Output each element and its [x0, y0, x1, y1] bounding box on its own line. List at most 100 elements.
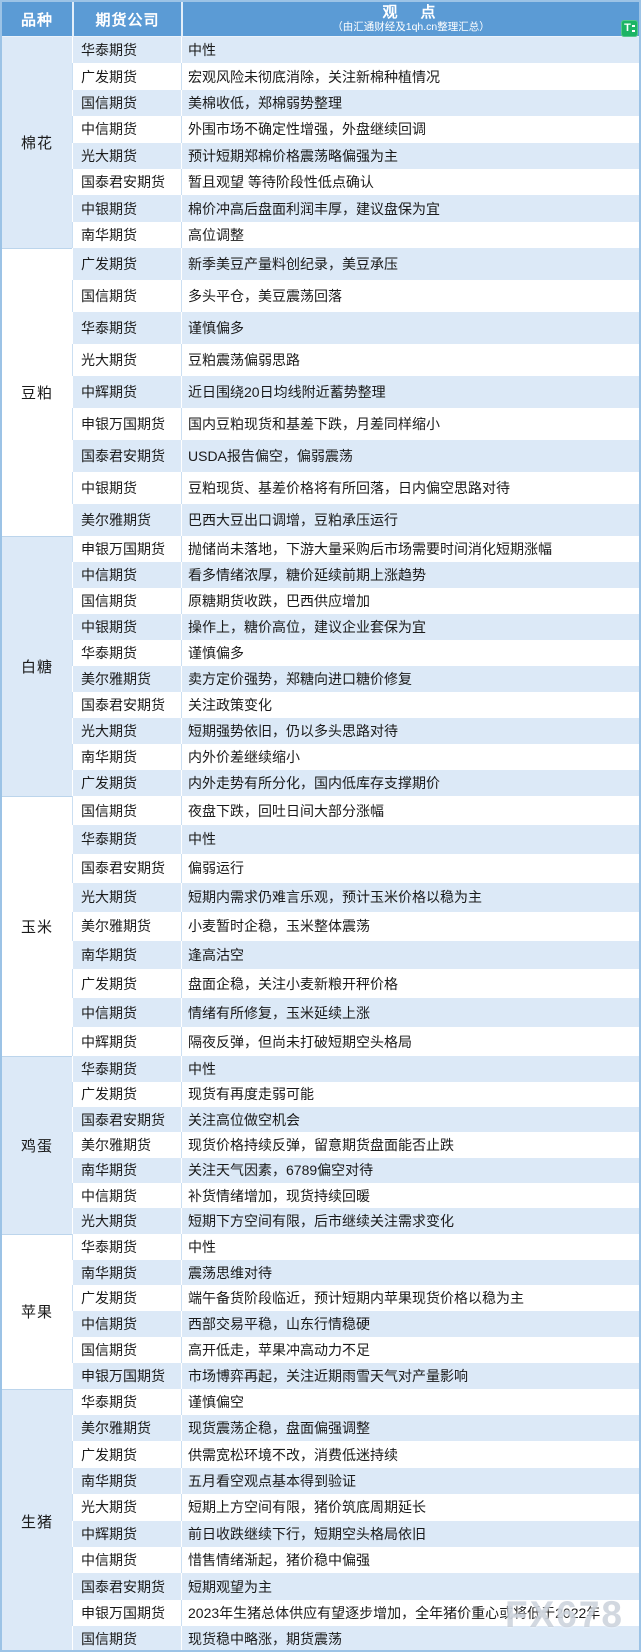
section-rows: 华泰期货 中性 南华期货 震荡思维对待 广发期货 端午备货阶段临近，预计短期内苹果现货价格…	[72, 1233, 639, 1389]
header-company: 期货公司	[72, 2, 181, 36]
section-rows: 华泰期货 中性 广发期货 宏观风险未彻底消除，关注新棉种植情况 国信期货 美棉收低，郑棉弱…	[72, 37, 639, 249]
commodity-section: 鸡蛋 华泰期货 中性 广发期货 现货有再度走弱可能 国泰君安期货 关注高位做空机会 美尔雅期货…	[2, 1056, 639, 1234]
viewpoint-cell: 谨慎偏空	[181, 1388, 639, 1416]
table-row: 华泰期货 中性	[72, 825, 639, 854]
table-row: 广发期货 盘面企稳，关注小麦新粮开秤价格	[72, 969, 639, 999]
table-row: 美尔雅期货 卖方定价强势，郑糖向进口糖价修复	[72, 666, 639, 693]
company-cell: 美尔雅期货	[72, 911, 181, 941]
table-row: 国信期货 现货稳中略涨，期货震荡	[72, 1626, 639, 1650]
viewpoint-cell: 内外走势有所分化，国内低库存支撑期价	[181, 770, 639, 797]
viewpoint-cell: 外围市场不确定性增强，外盘继续回调	[181, 116, 639, 143]
table-row: 光大期货 豆粕震荡偏弱思路	[72, 344, 639, 377]
viewpoint-cell: 短期内需求仍难言乐观，预计玉米价格以稳为主	[181, 882, 639, 912]
company-cell: 南华期货	[72, 221, 181, 249]
table-row: 广发期货 新季美豆产量料创纪录，美豆承压	[72, 248, 639, 281]
company-cell: 中银期货	[72, 472, 181, 505]
viewpoint-cell: 市场博弈再起，关注近期雨雪天气对产量影响	[181, 1362, 639, 1389]
company-cell: 中银期货	[72, 195, 181, 222]
table-row: 美尔雅期货 巴西大豆出口调增，豆粕承压运行	[72, 504, 639, 537]
viewpoint-cell: 高开低走，苹果冲高动力不足	[181, 1337, 639, 1363]
table-row: 中银期货 操作上，糖价高位，建议企业套保为宜	[72, 614, 639, 641]
viewpoint-cell: 逢高沽空	[181, 940, 639, 970]
table-row: 中信期货 惜售情绪渐起，猪价稳中偏强	[72, 1547, 639, 1574]
company-cell: 光大期货	[72, 142, 181, 169]
section-rows: 申银万国期货 抛储尚未落地，下游大量采购后市场需要时间消化短期涨幅 中信期货 看多情绪…	[72, 536, 639, 797]
viewpoint-cell: 前日收跌继续下行，短期空头格局依旧	[181, 1520, 639, 1547]
company-cell: 华泰期货	[72, 312, 181, 345]
viewpoint-cell: 短期上方空间有限，猪价筑底周期延长	[181, 1494, 639, 1521]
table-row: 中信期货 情绪有所修复，玉米延续上涨	[72, 998, 639, 1028]
table-row: 国泰君安期货 关注高位做空机会	[72, 1106, 639, 1133]
table-row: 中辉期货 近日围绕20日均线附近蓄势整理	[72, 376, 639, 409]
company-cell: 中信期货	[72, 116, 181, 143]
company-cell: 中信期货	[72, 998, 181, 1028]
variety-cell: 豆粕	[2, 248, 72, 537]
table-row: 国信期货 原糖期货收跌，巴西供应增加	[72, 588, 639, 615]
company-cell: 华泰期货	[72, 825, 181, 854]
header-viewpoint-title: 观 点	[382, 4, 440, 21]
table-row: 广发期货 供需宽松环境不改，消费低迷持续	[72, 1441, 639, 1468]
company-cell: 光大期货	[72, 1494, 181, 1521]
company-cell: 广发期货	[72, 248, 181, 281]
viewpoint-cell: 豆粕现货、基差价格将有所回落，日内偏空思路对待	[181, 472, 639, 505]
section-rows: 华泰期货 中性 广发期货 现货有再度走弱可能 国泰君安期货 关注高位做空机会 美尔雅期货 现货…	[72, 1056, 639, 1234]
viewpoint-cell: 补货情绪增加，现货持续回暖	[181, 1183, 639, 1209]
variety-cell: 生猪	[2, 1388, 72, 1650]
viewpoint-cell: 短期强势依旧，仍以多头思路对待	[181, 718, 639, 745]
table-row: 国信期货 多头平仓，美豆震荡回落	[72, 280, 639, 313]
table-row: 美尔雅期货 现货价格持续反弹，留意期货盘面能否止跌	[72, 1132, 639, 1158]
table-row: 中信期货 西部交易平稳，山东行情稳硬	[72, 1311, 639, 1338]
table-row: 华泰期货 中性	[72, 1056, 639, 1082]
commodity-section: 玉米 国信期货 夜盘下跌，回吐日间大部分涨幅 华泰期货 中性 国泰君安期货 偏弱运行 光大期货…	[2, 796, 639, 1057]
viewpoint-cell: 西部交易平稳，山东行情稳硬	[181, 1311, 639, 1338]
viewpoint-cell: 预计短期郑棉价格震荡略偏强为主	[181, 142, 639, 169]
table-row: 中银期货 豆粕现货、基差价格将有所回落，日内偏空思路对待	[72, 472, 639, 505]
company-cell: 光大期货	[72, 718, 181, 745]
company-cell: 中辉期货	[72, 1520, 181, 1547]
viewpoint-cell: 供需宽松环境不改，消费低迷持续	[181, 1441, 639, 1468]
table-row: 国泰君安期货 短期观望为主	[72, 1573, 639, 1600]
viewpoint-cell: 美棉收低，郑棉弱势整理	[181, 89, 639, 117]
viewpoint-cell: 现货有再度走弱可能	[181, 1081, 639, 1107]
table-row: 光大期货 预计短期郑棉价格震荡略偏强为主	[72, 142, 639, 169]
table-row: 华泰期货 谨慎偏多	[72, 640, 639, 667]
viewpoint-cell: 巴西大豆出口调增，豆粕承压运行	[181, 504, 639, 537]
company-cell: 中银期货	[72, 614, 181, 641]
viewpoint-cell: 看多情绪浓厚，糖价延续前期上涨趋势	[181, 562, 639, 589]
viewpoint-cell: 端午备货阶段临近，预计短期内苹果现货价格以稳为主	[181, 1285, 639, 1312]
table-row: 申银万国期货 国内豆粕现货和基差下跌，月差同样缩小	[72, 408, 639, 441]
table-row: 国信期货 高开低走，苹果冲高动力不足	[72, 1337, 639, 1363]
variety-cell: 玉米	[2, 796, 72, 1057]
table-row: 中信期货 补货情绪增加，现货持续回暖	[72, 1183, 639, 1209]
translate-icon[interactable]: T	[621, 20, 638, 37]
company-cell: 国信期货	[72, 89, 181, 117]
commodity-section: 豆粕 广发期货 新季美豆产量料创纪录，美豆承压 国信期货 多头平仓，美豆震荡回落 华泰期货…	[2, 248, 639, 537]
viewpoint-cell: 情绪有所修复，玉米延续上涨	[181, 998, 639, 1028]
company-cell: 南华期货	[72, 1259, 181, 1286]
table-row: 华泰期货 中性	[72, 37, 639, 64]
company-cell: 中信期货	[72, 1311, 181, 1338]
company-cell: 申银万国期货	[72, 1362, 181, 1389]
table-row: 中辉期货 隔夜反弹，但尚未打破短期空头格局	[72, 1027, 639, 1057]
company-cell: 申银万国期货	[72, 1599, 181, 1627]
table-row: 南华期货 内外价差继续缩小	[72, 744, 639, 771]
viewpoint-cell: 关注政策变化	[181, 692, 639, 719]
company-cell: 广发期货	[72, 770, 181, 797]
company-cell: 华泰期货	[72, 37, 181, 64]
viewpoint-cell: 国内豆粕现货和基差下跌，月差同样缩小	[181, 408, 639, 441]
company-cell: 华泰期货	[72, 1233, 181, 1260]
company-cell: 南华期货	[72, 744, 181, 771]
table-row: 国泰君安期货 USDA报告偏空，偏弱震荡	[72, 440, 639, 473]
company-cell: 中信期货	[72, 562, 181, 589]
commodity-section: 白糖 申银万国期货 抛储尚未落地，下游大量采购后市场需要时间消化短期涨幅 中信期货 看多…	[2, 536, 639, 797]
company-cell: 南华期货	[72, 940, 181, 970]
company-cell: 光大期货	[72, 882, 181, 912]
company-cell: 申银万国期货	[72, 536, 181, 563]
viewpoint-cell: 谨慎偏多	[181, 312, 639, 345]
company-cell: 广发期货	[72, 969, 181, 999]
company-cell: 广发期货	[72, 1081, 181, 1107]
viewpoint-cell: 小麦暂时企稳，玉米整体震荡	[181, 911, 639, 941]
company-cell: 申银万国期货	[72, 408, 181, 441]
table-row: 光大期货 短期内需求仍难言乐观，预计玉米价格以稳为主	[72, 882, 639, 912]
table-row: 光大期货 短期上方空间有限，猪价筑底周期延长	[72, 1494, 639, 1521]
